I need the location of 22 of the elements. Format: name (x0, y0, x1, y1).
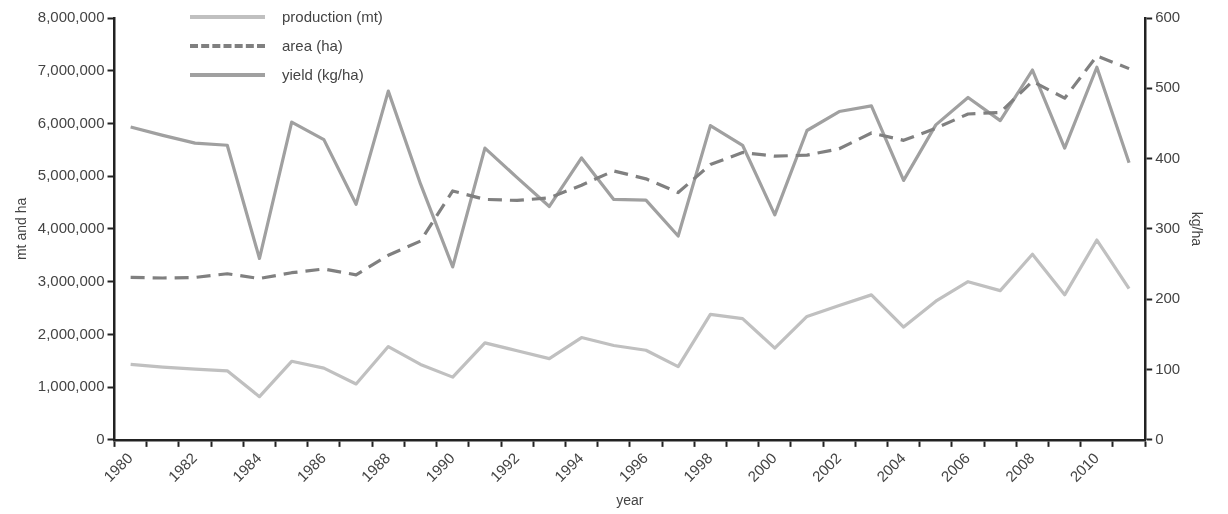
y2-tick-label: 200 (1155, 289, 1181, 307)
y-tick-label: 4,000,000 (37, 219, 105, 237)
y2-tick-label: 500 (1155, 78, 1181, 96)
y-tick-label: 7,000,000 (37, 60, 105, 78)
y-tick-label: 8,000,000 (37, 8, 105, 26)
x-axis-title: year (616, 492, 644, 509)
y2-tick-label: 0 (1155, 430, 1164, 448)
y2-tick-label: 300 (1155, 219, 1181, 237)
legend-label: yield (kg/ha) (282, 66, 364, 83)
y-tick-label: 5,000,000 (37, 166, 105, 184)
y-axis-title: mt and ha (13, 197, 30, 261)
y2-tick-label: 400 (1155, 148, 1181, 166)
y-tick-label: 0 (96, 430, 105, 448)
y2-axis-title: kg/ha (1188, 211, 1205, 247)
y2-tick-label: 600 (1155, 8, 1181, 26)
legend-label: area (ha) (282, 37, 343, 54)
y2-tick-label: 100 (1155, 359, 1181, 377)
y-tick-label: 3,000,000 (37, 271, 105, 289)
legend-label: production (mt) (282, 8, 383, 25)
y-tick-label: 2,000,000 (37, 324, 105, 342)
y-tick-label: 1,000,000 (37, 377, 105, 395)
y-tick-label: 6,000,000 (37, 113, 105, 131)
